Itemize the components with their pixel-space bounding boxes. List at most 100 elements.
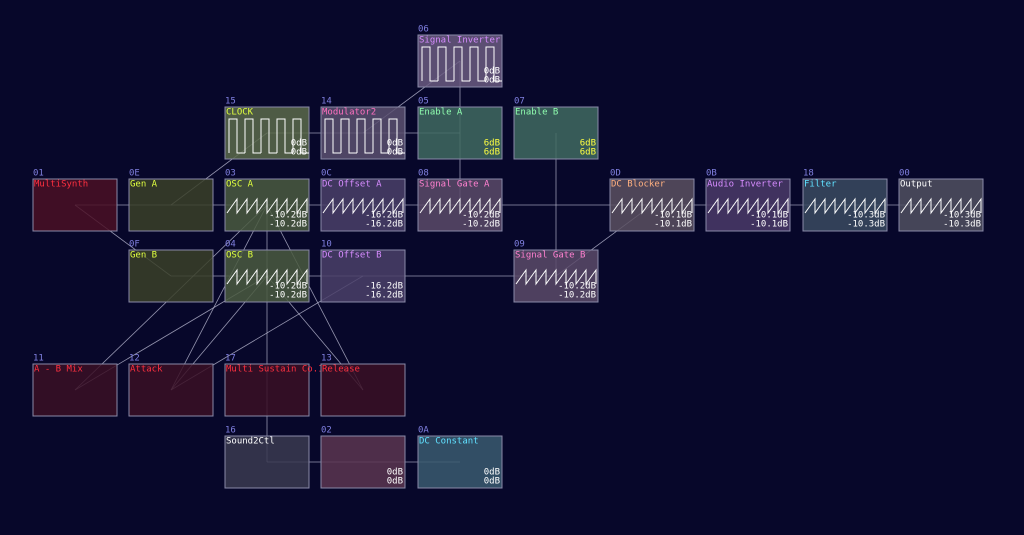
module-label: OSC A bbox=[226, 180, 254, 190]
module-label: Filter bbox=[804, 180, 837, 190]
waveform bbox=[322, 197, 404, 215]
level-label: 0dB bbox=[484, 468, 500, 478]
level-label: -10.1dB bbox=[654, 211, 692, 221]
waveform bbox=[226, 268, 308, 286]
waveform bbox=[324, 118, 405, 154]
waveform bbox=[900, 197, 982, 215]
module-id: 06 bbox=[418, 25, 429, 35]
module-id: 12 bbox=[129, 354, 140, 364]
level-label: -16.2dB bbox=[365, 282, 403, 292]
module-id: 15 bbox=[225, 97, 236, 107]
module-box bbox=[224, 363, 310, 417]
module-label: A - B Mix bbox=[34, 365, 83, 375]
level-label: -10.2dB bbox=[269, 282, 307, 292]
level-label: -16.2dB bbox=[365, 220, 403, 230]
level-label: -16.2dB bbox=[365, 211, 403, 221]
module-label: DC Offset A bbox=[322, 180, 382, 190]
module-id: 18 bbox=[803, 169, 814, 179]
level-label: -10.2dB bbox=[558, 291, 596, 301]
module-label: Audio Inverter bbox=[707, 180, 783, 190]
module-label: MultiSynth bbox=[34, 180, 88, 190]
level-label: -10.2dB bbox=[462, 211, 500, 221]
waveform bbox=[226, 197, 308, 215]
connection bbox=[266, 204, 364, 391]
module-label: OSC B bbox=[226, 251, 253, 261]
module-label: Sound2Ctl bbox=[226, 437, 275, 447]
module-label: Release bbox=[322, 365, 360, 375]
level-label: -10.3dB bbox=[943, 220, 981, 230]
level-label: -10.1dB bbox=[654, 220, 692, 230]
level-label: -10.1dB bbox=[750, 220, 788, 230]
module-box bbox=[513, 106, 599, 160]
module-label: Gen A bbox=[130, 180, 158, 190]
module-box bbox=[128, 363, 214, 417]
module-box bbox=[32, 178, 118, 232]
waveform bbox=[515, 268, 597, 286]
level-label: -10.2dB bbox=[558, 282, 596, 292]
module-id: 0B bbox=[706, 169, 717, 179]
waveform bbox=[228, 118, 309, 154]
module-id: 0D bbox=[610, 169, 621, 179]
module-label: DC Blocker bbox=[611, 180, 666, 190]
level-label: -10.2dB bbox=[269, 211, 307, 221]
level-label: -10.2dB bbox=[269, 220, 307, 230]
module-id: 01 bbox=[33, 169, 44, 179]
module-id: 0C bbox=[321, 169, 332, 179]
module-label: Signal Gate B bbox=[515, 251, 585, 261]
module-id: 04 bbox=[225, 240, 236, 250]
module-id: 00 bbox=[899, 169, 910, 179]
module-label: Output bbox=[900, 180, 933, 190]
module-id: 05 bbox=[418, 97, 429, 107]
module-id: 0E bbox=[129, 169, 140, 179]
module-box bbox=[32, 363, 118, 417]
level-label: -10.3dB bbox=[943, 211, 981, 221]
connection bbox=[170, 204, 268, 391]
module-label: Enable B bbox=[515, 108, 558, 118]
level-label: 0dB bbox=[387, 148, 403, 158]
module-box bbox=[224, 435, 310, 489]
module-id: 02 bbox=[321, 426, 332, 436]
level-label: 0dB bbox=[387, 477, 403, 487]
module-id: 10 bbox=[321, 240, 332, 250]
module-id: 11 bbox=[33, 354, 44, 364]
module-id: 0F bbox=[129, 240, 140, 250]
level-label: 0dB bbox=[387, 468, 403, 478]
module-box bbox=[128, 178, 214, 232]
level-label: 0dB bbox=[484, 76, 500, 86]
module[interactable]: 11A - B Mix bbox=[32, 354, 118, 417]
waveform bbox=[707, 197, 789, 215]
module-id: 03 bbox=[225, 169, 236, 179]
module-label: Signal Gate A bbox=[419, 180, 490, 190]
module-label: DC Constant bbox=[419, 437, 479, 447]
module-label: CLOCK bbox=[226, 108, 254, 118]
module-id: 14 bbox=[321, 97, 332, 107]
level-label: 6dB bbox=[484, 139, 500, 149]
module-label: Gen B bbox=[130, 251, 157, 261]
module-box bbox=[320, 435, 406, 489]
